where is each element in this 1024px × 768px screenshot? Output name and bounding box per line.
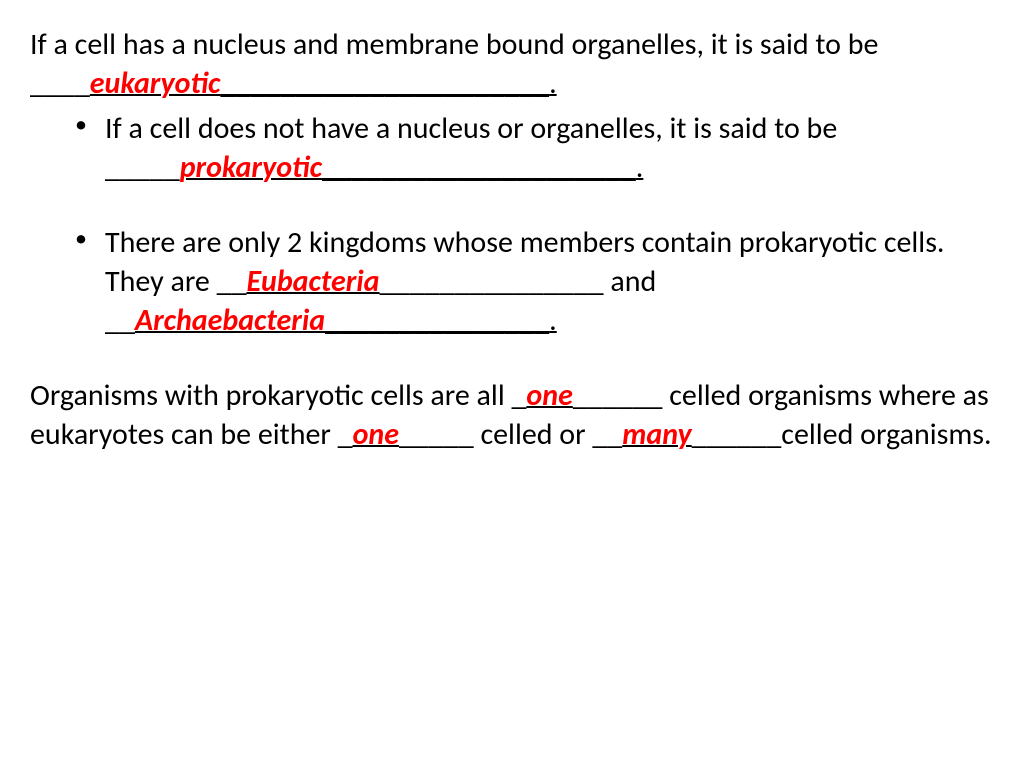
spacer-1: [30, 193, 994, 223]
answer-eukaryotic: eukaryotic: [90, 65, 221, 102]
p1-underline-b: ______________________: [220, 65, 549, 102]
b1-text-a: If a cell does not have a nucleus or org…: [105, 110, 837, 147]
b2-period: .: [549, 302, 557, 339]
b2-underline-tail: _______________: [325, 302, 549, 339]
p1-period: .: [549, 65, 557, 102]
spacer-2: [30, 346, 994, 376]
answer-many: many: [622, 416, 691, 453]
p3-text-d: ______celled organisms.: [692, 416, 992, 453]
paragraph-1: If a cell has a nucleus and membrane bou…: [30, 25, 994, 103]
p3-text-a: Organisms with prokaryotic cells are all…: [30, 377, 526, 414]
b1-period: .: [636, 149, 644, 186]
b1-underline-lead: _____: [105, 149, 180, 186]
p3-text-c: _____ celled or __: [399, 416, 622, 453]
answer-prokaryotic: prokaryotic: [180, 149, 322, 186]
bullet-1: If a cell does not have a nucleus or org…: [105, 109, 994, 187]
answer-one-1: one: [526, 377, 572, 414]
answer-one-2: one: [353, 416, 399, 453]
answer-eubacteria: Eubacteria: [247, 263, 380, 300]
b1-underline-tail: _____________________: [322, 149, 636, 186]
bullet-2: There are only 2 kingdoms whose members …: [105, 223, 994, 340]
answer-archaebacteria: Archaebacteria: [135, 302, 325, 339]
paragraph-3: Organisms with prokaryotic cells are all…: [30, 376, 994, 454]
